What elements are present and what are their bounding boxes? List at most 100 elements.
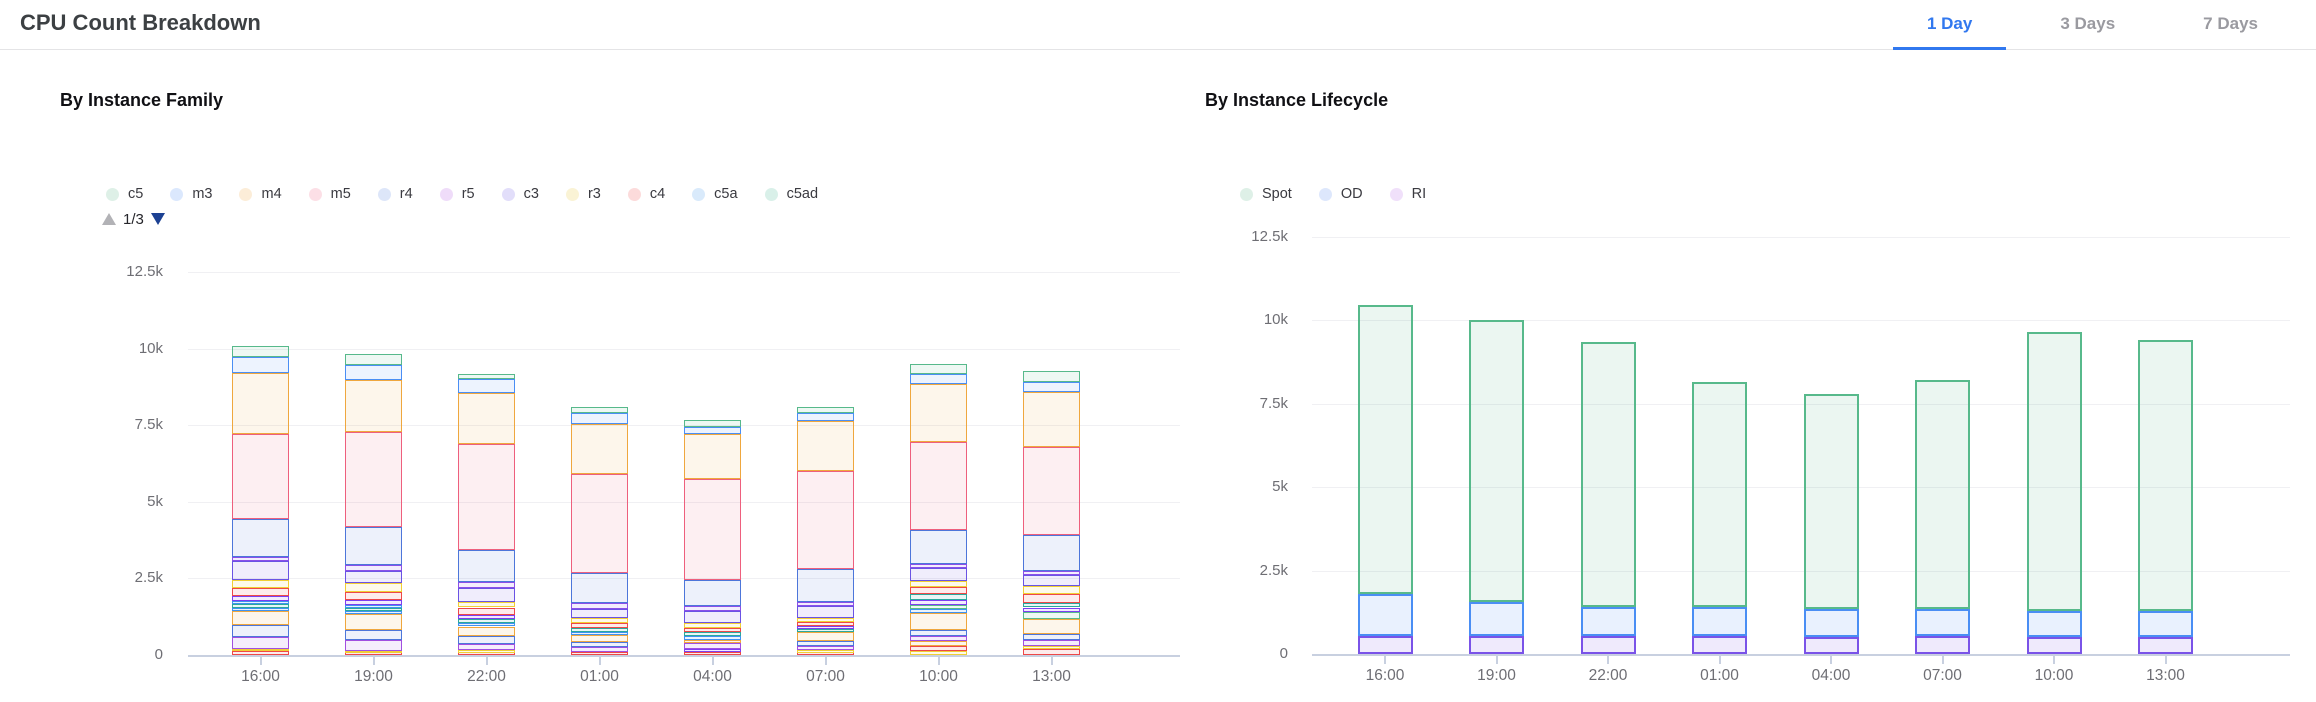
bar-segment-10:00-p2-violet[interactable]	[910, 600, 967, 606]
bar-segment-10:00-c5a[interactable]	[910, 609, 967, 614]
bar-segment-22:00-r3[interactable]	[458, 601, 515, 608]
bar-segment-19:00-c3[interactable]	[345, 570, 402, 583]
bar-segment-19:00-p2-yellow[interactable]	[345, 650, 402, 654]
bar-segment-10:00-m5[interactable]	[910, 442, 967, 530]
bar-segment-19:00-p2-violet[interactable]	[345, 600, 402, 606]
bar-segment-16:00-m3[interactable]	[232, 357, 289, 374]
bar-segment-13:00-p2-violet[interactable]	[1023, 607, 1080, 613]
bar-segment-13:00-RI[interactable]	[2138, 637, 2193, 654]
bar-segment-13:00-m3[interactable]	[1023, 381, 1080, 393]
bar-segment-04:00-p2-violet[interactable]	[684, 648, 741, 652]
tab-3-days[interactable]: 3 Days	[2060, 14, 2116, 33]
bar-segment-01:00-p2-orange[interactable]	[571, 635, 628, 642]
bar-segment-04:00-Spot[interactable]	[1803, 393, 1859, 609]
bar-segment-01:00-r4[interactable]	[571, 573, 628, 604]
bar-segment-13:00-c3[interactable]	[1023, 575, 1080, 587]
bar-segment-10:00-p2-red[interactable]	[910, 646, 967, 651]
bar-segment-01:00-c5[interactable]	[571, 407, 628, 413]
bar-segment-04:00-r4[interactable]	[684, 579, 741, 606]
bar-segment-07:00-m3[interactable]	[797, 412, 854, 421]
bar-segment-10:00-p2-indigo[interactable]	[910, 630, 967, 637]
bar-segment-01:00-RI[interactable]	[1692, 635, 1747, 654]
bar-segment-07:00-p2-orange[interactable]	[797, 632, 854, 641]
bar-segment-04:00-c5a[interactable]	[684, 636, 741, 640]
bar-segment-04:00-c5[interactable]	[684, 420, 741, 427]
bar-segment-10:00-p2-green[interactable]	[910, 605, 967, 610]
bar-segment-10:00-r3[interactable]	[910, 580, 967, 588]
bar-segment-13:00-r3[interactable]	[1023, 586, 1080, 595]
bar-segment-01:00-p2-magenta[interactable]	[571, 646, 628, 652]
bar-segment-04:00-r3[interactable]	[684, 623, 741, 628]
bar-segment-13:00-p2-magenta[interactable]	[1023, 639, 1080, 647]
bar-segment-07:00-RI[interactable]	[1915, 635, 1970, 654]
bar-segment-22:00-p2-indigo[interactable]	[458, 636, 515, 645]
bar-segment-07:00-c4[interactable]	[797, 621, 854, 626]
bar-segment-01:00-r3[interactable]	[571, 617, 628, 624]
bar-segment-13:00-m4[interactable]	[1023, 392, 1080, 447]
bar-segment-19:00-r5[interactable]	[345, 564, 402, 571]
bar-segment-19:00-RI[interactable]	[1469, 635, 1524, 654]
bar-segment-07:00-c5ad[interactable]	[797, 628, 854, 633]
bar-segment-01:00-p2-indigo[interactable]	[571, 641, 628, 647]
bar-segment-04:00-p2-red[interactable]	[684, 651, 741, 655]
bar-segment-22:00-Spot[interactable]	[1580, 342, 1636, 608]
bar-segment-13:00-OD[interactable]	[2138, 610, 2193, 638]
bar-segment-10:00-RI[interactable]	[2026, 637, 2082, 654]
bar-segment-07:00-p2-magenta[interactable]	[797, 646, 854, 651]
bar-segment-01:00-Spot[interactable]	[1692, 382, 1747, 608]
bar-segment-07:00-m5[interactable]	[797, 470, 854, 569]
bar-segment-16:00-p2-indigo[interactable]	[232, 624, 289, 637]
bar-segment-04:00-c4[interactable]	[684, 627, 741, 632]
bar-segment-07:00-OD[interactable]	[1915, 608, 1970, 636]
bar-segment-16:00-m5[interactable]	[232, 434, 289, 520]
bar-segment-13:00-c4[interactable]	[1023, 594, 1080, 603]
bar-segment-16:00-r5[interactable]	[232, 556, 289, 561]
bar-segment-16:00-RI[interactable]	[1357, 635, 1413, 654]
bar-segment-10:00-c5ad[interactable]	[910, 594, 967, 601]
bar-segment-19:00-c4[interactable]	[345, 591, 402, 601]
bar-segment-01:00-m5[interactable]	[571, 473, 628, 574]
legend-item-m5[interactable]: m5	[308, 186, 351, 202]
bar-segment-16:00-OD[interactable]	[1357, 593, 1413, 636]
bar-segment-04:00-c3[interactable]	[684, 610, 741, 624]
bar-segment-19:00-c5[interactable]	[345, 353, 402, 365]
bar-segment-13:00-p2-yellow[interactable]	[1023, 646, 1080, 649]
bar-segment-10:00-p2-yellow[interactable]	[910, 650, 967, 655]
bar-segment-13:00-p2-orange[interactable]	[1023, 618, 1080, 634]
bar-segment-16:00-p2-red[interactable]	[232, 650, 289, 655]
bar-segment-01:00-c5ad[interactable]	[571, 627, 628, 632]
bar-segment-04:00-OD[interactable]	[1803, 608, 1859, 638]
bar-segment-07:00-p2-indigo[interactable]	[797, 640, 854, 647]
bar-segment-07:00-p2-violet[interactable]	[797, 625, 854, 629]
bar-segment-04:00-c5ad[interactable]	[684, 632, 741, 637]
legend-item-Spot[interactable]: Spot	[1240, 186, 1292, 202]
bar-segment-22:00-r4[interactable]	[458, 550, 515, 583]
bar-segment-10:00-c4[interactable]	[910, 587, 967, 595]
bar-segment-04:00-m4[interactable]	[684, 434, 741, 480]
bar-segment-16:00-p2-blue[interactable]	[232, 608, 289, 611]
bar-segment-13:00-p2-green[interactable]	[1023, 612, 1080, 619]
bar-segment-19:00-m3[interactable]	[345, 364, 402, 381]
bar-segment-10:00-p2-orange[interactable]	[910, 640, 967, 647]
bar-segment-22:00-p2-orange[interactable]	[458, 626, 515, 637]
bar-segment-22:00-c3[interactable]	[458, 587, 515, 602]
bar-segment-04:00-m5[interactable]	[684, 479, 741, 580]
bar-segment-01:00-p2-red[interactable]	[571, 651, 628, 655]
bar-segment-22:00-c4[interactable]	[458, 607, 515, 615]
legend-item-c5[interactable]: c5	[106, 186, 143, 202]
legend-item-r5[interactable]: r5	[439, 186, 475, 202]
bar-segment-19:00-p2-blue[interactable]	[345, 611, 402, 614]
bar-segment-10:00-Spot[interactable]	[2026, 332, 2082, 611]
bar-segment-22:00-p2-violet[interactable]	[458, 614, 515, 619]
bar-segment-01:00-OD[interactable]	[1692, 607, 1747, 636]
bar-segment-07:00-Spot[interactable]	[1915, 380, 1970, 609]
legend-item-r3[interactable]: r3	[565, 186, 601, 202]
bar-segment-19:00-r3[interactable]	[345, 582, 402, 592]
bar-segment-19:00-c5ad[interactable]	[345, 608, 402, 612]
bar-segment-04:00-p2-orange[interactable]	[684, 639, 741, 644]
bar-segment-04:00-p2-magenta[interactable]	[684, 643, 741, 649]
bar-segment-16:00-c5a[interactable]	[232, 601, 289, 605]
bar-segment-19:00-p2-magenta[interactable]	[345, 640, 402, 651]
bar-segment-22:00-c5[interactable]	[458, 374, 515, 380]
bar-segment-22:00-p2-yellow[interactable]	[458, 650, 515, 653]
